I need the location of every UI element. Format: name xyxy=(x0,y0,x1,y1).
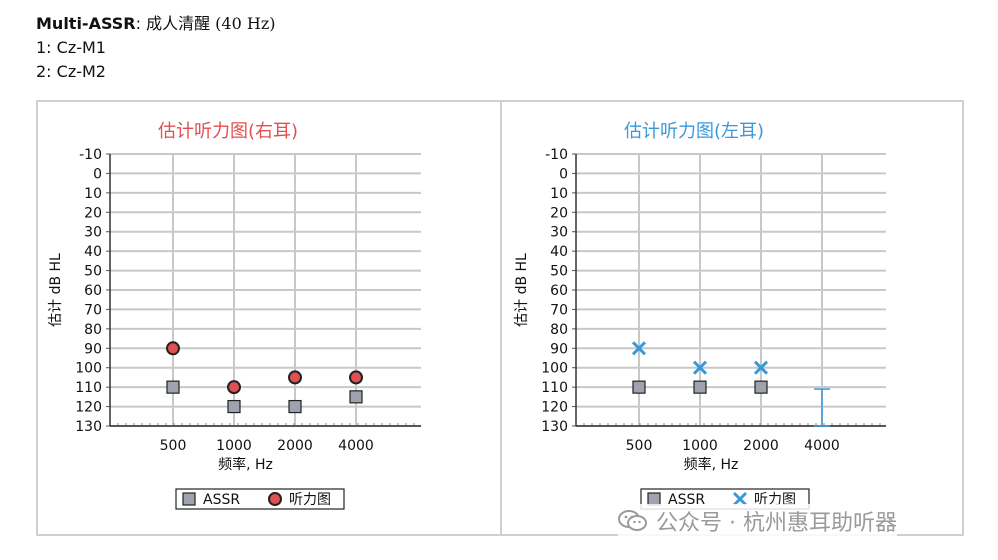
chart1-legend-marker-1 xyxy=(182,492,196,506)
charts-divider xyxy=(500,100,502,536)
chart1-y-tick-label: 80 xyxy=(84,322,102,338)
chart2-series2-point xyxy=(692,360,708,375)
chart1-y-tick-label: 100 xyxy=(75,361,102,377)
chart1-series2-point xyxy=(288,370,302,385)
chart1-y-tick-label: 40 xyxy=(84,244,102,260)
chart1-legend-label-2: 听力图 xyxy=(289,492,331,508)
chart1-y-tick-label: 10 xyxy=(84,186,102,202)
chart1-series2-point xyxy=(349,370,363,385)
chart2-y-tick-label: 80 xyxy=(550,322,568,338)
chart1-x-tick-label: 4000 xyxy=(338,438,374,454)
chart1-x-axis-label: 频率, Hz xyxy=(218,456,273,473)
chart1-legend-marker-2 xyxy=(268,492,282,506)
chart2-y-tick-label: 0 xyxy=(559,166,568,182)
wechat-icon xyxy=(618,510,647,531)
chart2-y-tick-label: 110 xyxy=(541,380,568,396)
chart1-legend xyxy=(175,488,345,510)
chart2-x-tick-label: 1000 xyxy=(682,438,718,454)
chart1-y-tick-label: 90 xyxy=(84,341,102,357)
title-separator: : xyxy=(135,14,141,33)
chart1-y-tick-label: 0 xyxy=(93,166,102,182)
chart2-y-tick-label: 60 xyxy=(550,283,568,299)
test-condition: 成人清醒 (40 Hz) xyxy=(146,14,276,33)
chart2-series1-point xyxy=(632,380,646,394)
chart2-y-tick-label: 90 xyxy=(550,341,568,357)
test-name: Multi-ASSR xyxy=(36,14,136,33)
chart2-y-tick-label: 130 xyxy=(541,419,568,435)
chart1-series2-point xyxy=(166,341,180,356)
chart1-y-axis-label: 估计 dB HL xyxy=(48,253,64,327)
chart1-y-tick-label: 30 xyxy=(84,225,102,241)
chart1-series1-point xyxy=(227,399,241,414)
chart2-series1-point xyxy=(754,380,768,394)
chart1-y-tick-label: 50 xyxy=(84,264,102,280)
chart1-y-tick-label: 120 xyxy=(75,400,102,416)
report-header: Multi-ASSR: 成人清醒 (40 Hz) 1: Cz-M1 2: Cz-… xyxy=(36,12,276,84)
chart1-y-tick-label: 70 xyxy=(84,302,102,318)
chart2-legend-marker-2 xyxy=(732,491,748,507)
chart2-y-tick-label: 20 xyxy=(550,205,568,221)
chart1-series1-point xyxy=(288,399,302,414)
chart1-y-tick-label: 130 xyxy=(75,419,102,435)
test-title: Multi-ASSR: 成人清醒 (40 Hz) xyxy=(36,12,276,36)
chart2-y-tick-label: 50 xyxy=(550,264,568,280)
chart2-y-tick-label: 120 xyxy=(541,400,568,416)
chart2-y-axis-label: 估计 dB HL xyxy=(514,253,530,327)
chart1-x-tick-label: 2000 xyxy=(277,438,313,454)
chart2-title: 估计听力图(左耳) xyxy=(624,121,764,142)
chart2-series1-point xyxy=(693,380,707,394)
chart2-x-axis-label: 频率, Hz xyxy=(684,456,739,473)
chart2-x-tick-label: 2000 xyxy=(743,438,779,454)
channel-2: 2: Cz-M2 xyxy=(36,62,106,81)
chart2-y-tick-label: -10 xyxy=(545,147,568,163)
watermark: 公众号 · 杭州惠耳助听器 xyxy=(618,504,897,538)
chart2-x-tick-label: 500 xyxy=(626,438,653,454)
chart1-legend-label-1: ASSR xyxy=(203,492,240,508)
chart1-y-tick-label: 20 xyxy=(84,205,102,221)
chart2-y-tick-label: 30 xyxy=(550,225,568,241)
chart2-y-tick-label: 70 xyxy=(550,302,568,318)
chart1-y-tick-label: 60 xyxy=(84,283,102,299)
channel-1: 1: Cz-M1 xyxy=(36,38,106,57)
chart1-series1-point xyxy=(166,380,180,394)
chart2-y-tick-label: 100 xyxy=(541,361,568,377)
chart2-series2-point xyxy=(753,360,769,375)
chart1-y-tick-label: 110 xyxy=(75,380,102,396)
watermark-text: 公众号 · 杭州惠耳助听器 xyxy=(656,511,897,536)
chart1-x-tick-label: 1000 xyxy=(216,438,252,454)
chart2-x-tick-label: 4000 xyxy=(804,438,840,454)
chart1-title: 估计听力图(右耳) xyxy=(158,121,298,142)
chart2-series2-point xyxy=(631,341,647,356)
chart1-series2-point xyxy=(227,380,241,395)
chart1-series1-point xyxy=(349,390,363,404)
chart1-x-tick-label: 500 xyxy=(160,438,187,454)
chart1-y-tick-label: -10 xyxy=(79,147,102,163)
chart2-y-tick-label: 40 xyxy=(550,244,568,260)
chart2-y-tick-label: 10 xyxy=(550,186,568,202)
